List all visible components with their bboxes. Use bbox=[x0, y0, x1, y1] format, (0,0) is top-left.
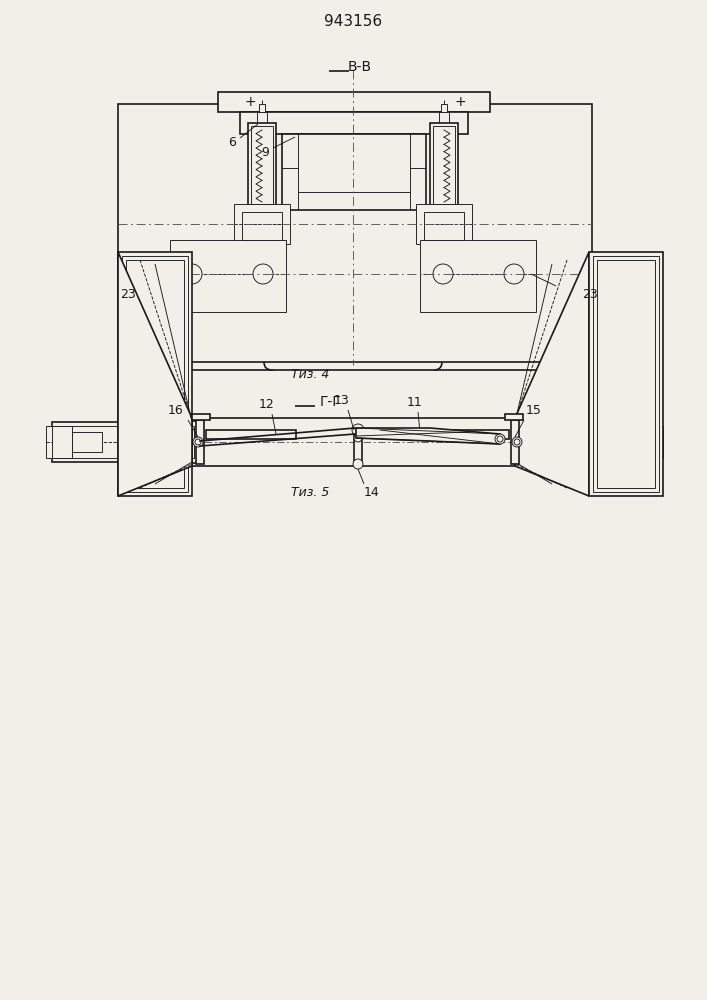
Bar bbox=[589, 252, 663, 496]
Bar bbox=[218, 92, 490, 112]
Bar bbox=[423, 242, 531, 306]
Bar bbox=[259, 104, 265, 112]
Bar bbox=[515, 426, 663, 458]
Bar bbox=[170, 240, 286, 312]
Bar bbox=[118, 252, 192, 496]
Bar bbox=[518, 421, 530, 463]
Text: В-В: В-В bbox=[348, 60, 372, 74]
Circle shape bbox=[512, 437, 522, 447]
Circle shape bbox=[497, 436, 503, 442]
Text: Τиз. 5: Τиз. 5 bbox=[291, 486, 329, 498]
Circle shape bbox=[495, 434, 505, 444]
Circle shape bbox=[504, 264, 524, 284]
Text: 12: 12 bbox=[259, 398, 275, 412]
Bar bbox=[257, 112, 267, 123]
Text: +: + bbox=[454, 95, 466, 109]
Polygon shape bbox=[356, 428, 500, 444]
Text: Г-Г: Г-Г bbox=[319, 395, 341, 409]
Bar bbox=[240, 112, 468, 134]
Text: 6: 6 bbox=[228, 135, 236, 148]
Circle shape bbox=[508, 268, 520, 280]
FancyBboxPatch shape bbox=[122, 296, 280, 370]
Bar bbox=[433, 126, 455, 204]
Polygon shape bbox=[118, 252, 192, 496]
Bar bbox=[420, 206, 468, 238]
Bar bbox=[238, 206, 286, 238]
Text: 23: 23 bbox=[120, 288, 136, 300]
Bar bbox=[251, 126, 273, 204]
Bar bbox=[430, 123, 458, 207]
Text: 14: 14 bbox=[364, 486, 380, 498]
Bar bbox=[118, 104, 592, 362]
Bar bbox=[605, 432, 635, 452]
Bar bbox=[234, 204, 290, 244]
Text: +: + bbox=[244, 95, 256, 109]
Circle shape bbox=[193, 437, 203, 447]
Text: 943156: 943156 bbox=[324, 14, 382, 29]
Bar bbox=[420, 240, 536, 312]
Bar bbox=[190, 418, 515, 466]
Circle shape bbox=[195, 439, 201, 445]
Circle shape bbox=[352, 424, 364, 436]
Bar bbox=[282, 134, 426, 210]
Bar bbox=[206, 430, 296, 439]
Circle shape bbox=[182, 264, 202, 284]
Circle shape bbox=[253, 264, 273, 284]
Bar bbox=[52, 422, 192, 462]
Bar bbox=[192, 414, 210, 420]
Text: 11: 11 bbox=[407, 396, 423, 410]
Bar bbox=[419, 430, 509, 439]
Bar bbox=[511, 420, 519, 464]
Bar bbox=[416, 204, 472, 244]
Circle shape bbox=[437, 268, 449, 280]
FancyBboxPatch shape bbox=[428, 296, 586, 370]
Circle shape bbox=[354, 434, 362, 442]
Bar bbox=[196, 420, 204, 464]
Circle shape bbox=[353, 459, 363, 469]
Bar bbox=[505, 414, 523, 420]
Text: 13: 13 bbox=[334, 394, 350, 408]
Bar bbox=[248, 123, 276, 207]
Text: Τиз. 4: Τиз. 4 bbox=[291, 367, 329, 380]
Text: 16: 16 bbox=[168, 403, 184, 416]
Text: 9: 9 bbox=[261, 145, 269, 158]
Bar bbox=[126, 260, 184, 488]
Text: 15: 15 bbox=[526, 403, 542, 416]
Bar bbox=[354, 432, 362, 464]
Bar bbox=[185, 421, 197, 463]
Bar bbox=[593, 256, 659, 492]
Bar bbox=[515, 422, 655, 462]
Circle shape bbox=[257, 268, 269, 280]
Circle shape bbox=[514, 439, 520, 445]
Text: 23: 23 bbox=[582, 288, 598, 300]
Bar bbox=[635, 426, 655, 458]
Bar bbox=[597, 260, 655, 488]
Bar bbox=[439, 112, 449, 123]
Circle shape bbox=[186, 268, 198, 280]
Polygon shape bbox=[515, 252, 589, 496]
Circle shape bbox=[433, 264, 453, 284]
Bar bbox=[72, 432, 102, 452]
FancyBboxPatch shape bbox=[264, 296, 442, 370]
Bar bbox=[175, 242, 283, 306]
Bar bbox=[52, 426, 72, 458]
Bar bbox=[46, 426, 194, 458]
Bar bbox=[122, 256, 188, 492]
Bar bbox=[242, 212, 282, 240]
Bar bbox=[441, 104, 447, 112]
Bar bbox=[424, 212, 464, 240]
